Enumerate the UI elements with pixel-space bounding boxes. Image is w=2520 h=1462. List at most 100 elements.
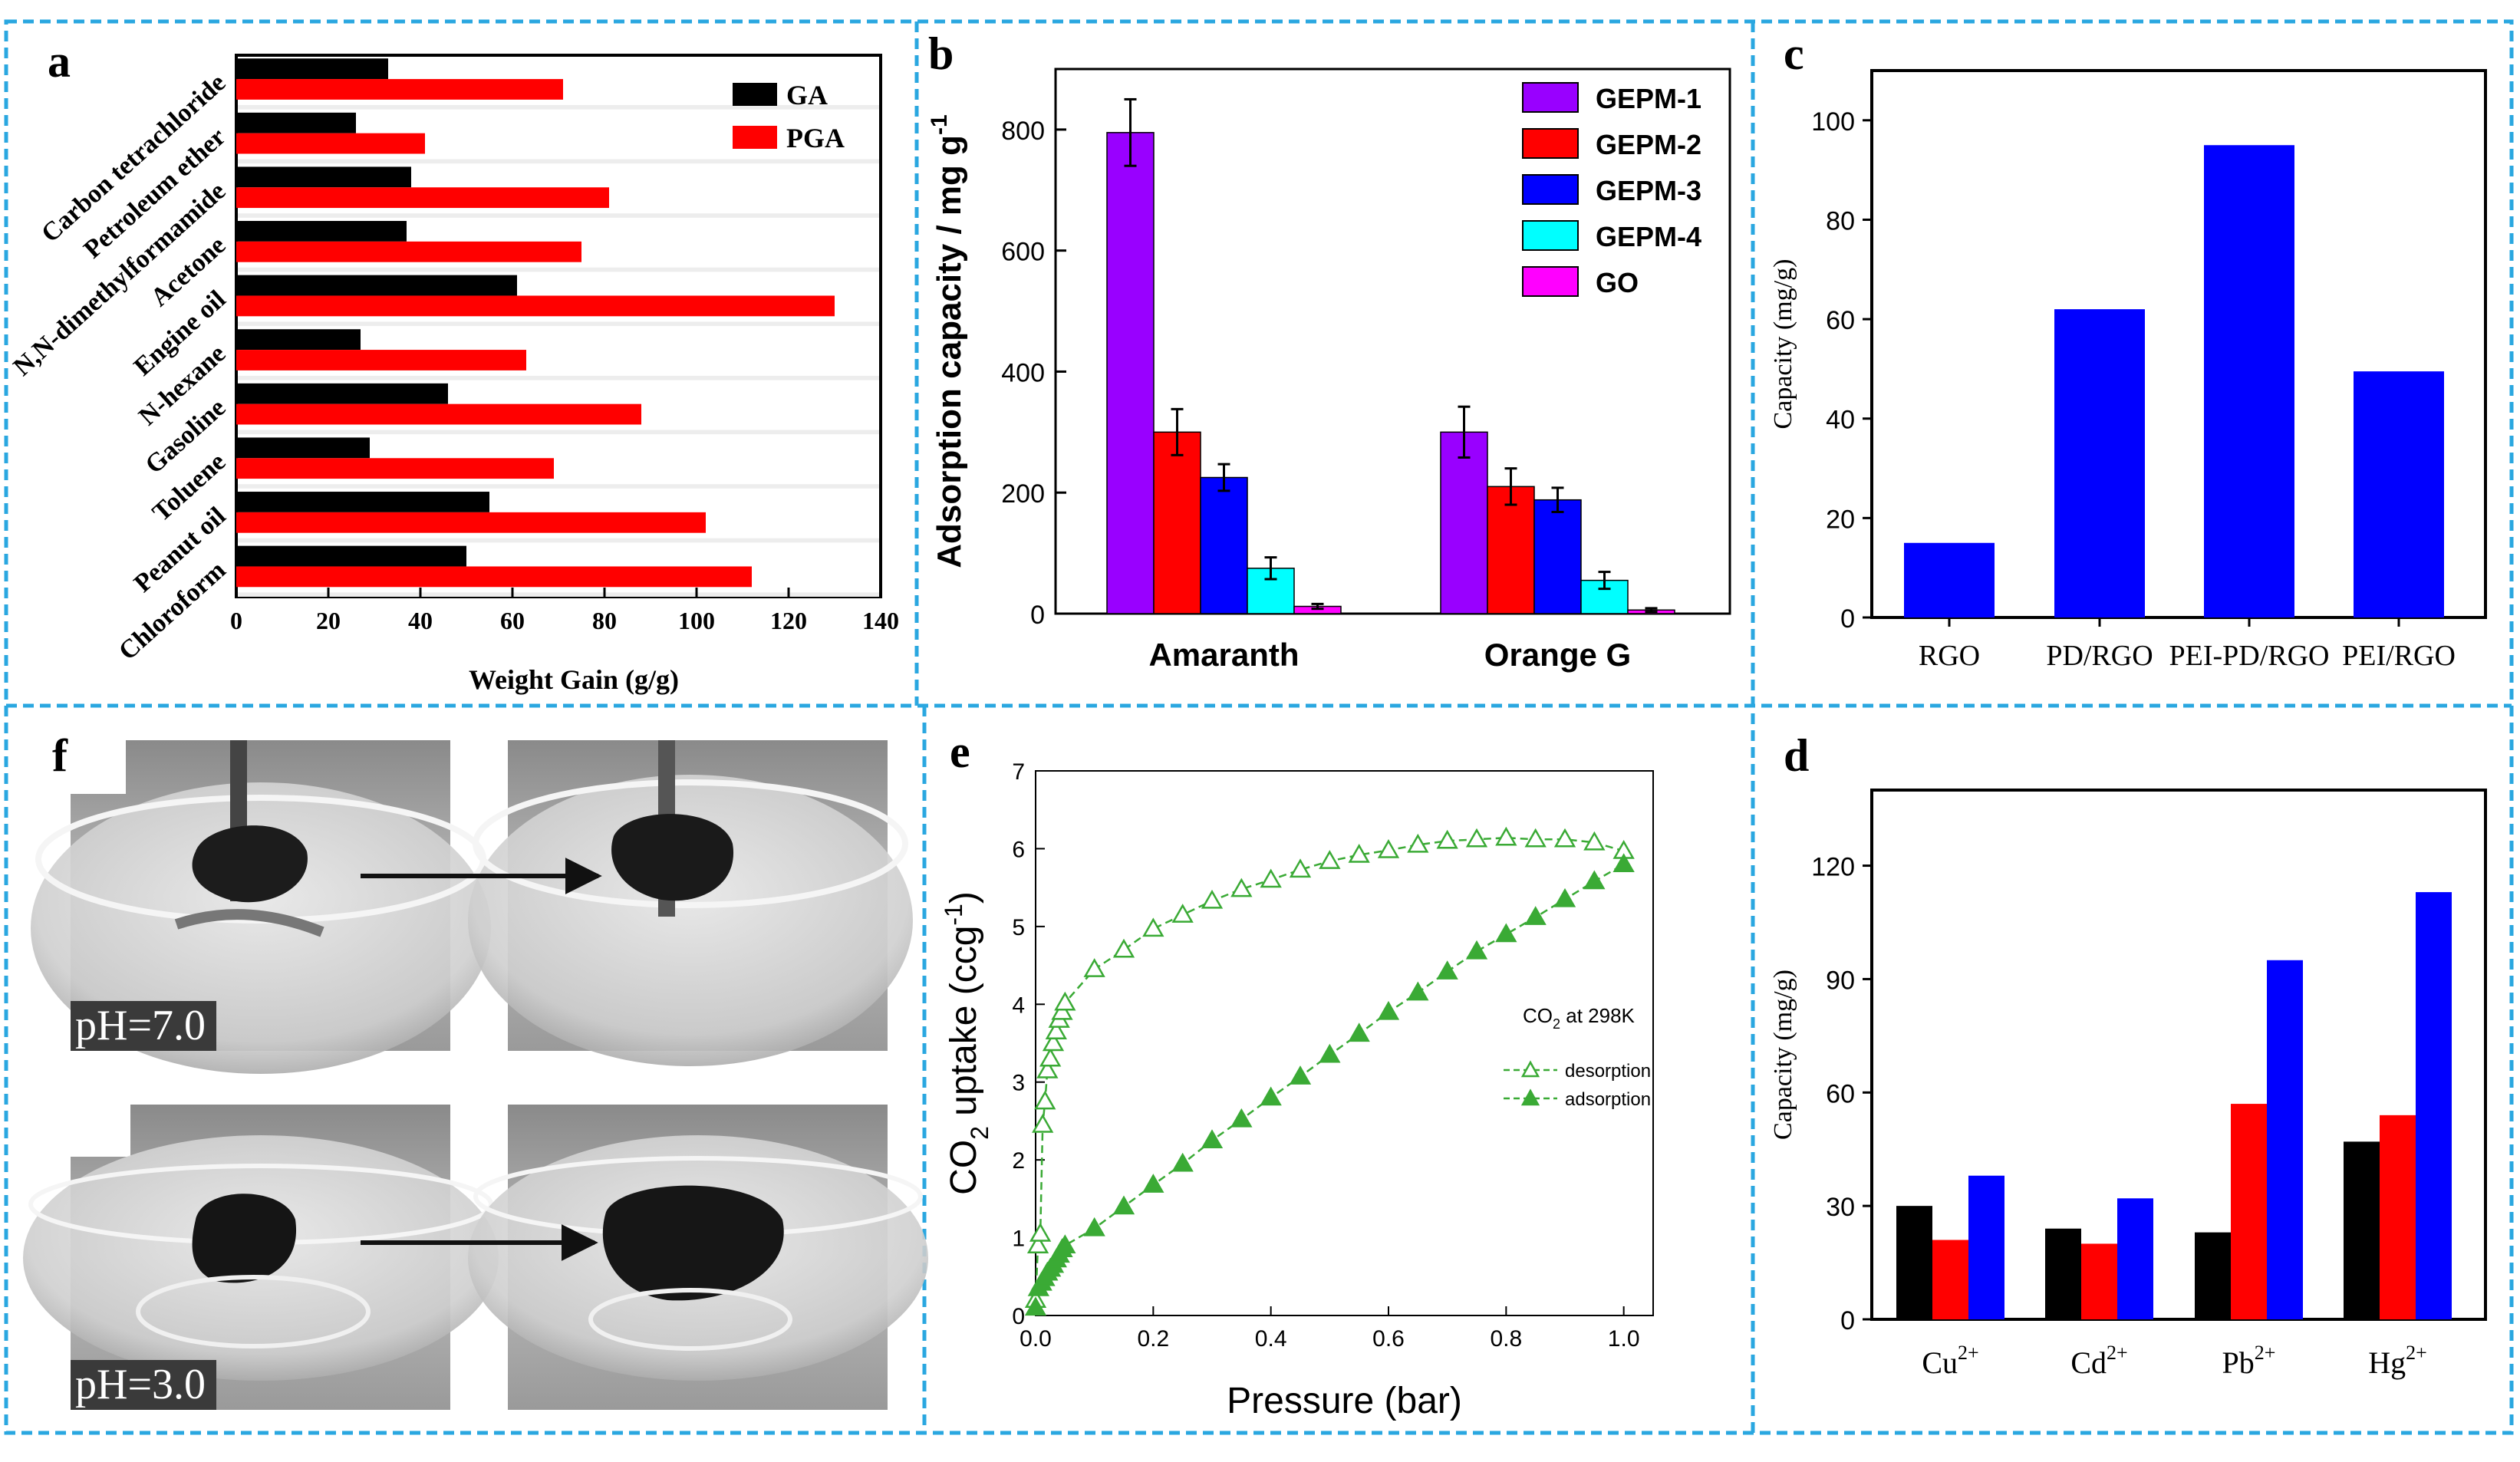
y-tick-label: 60 <box>1826 1079 1855 1108</box>
panel-letter-c: c <box>1784 28 1804 79</box>
bar-ga <box>236 329 361 351</box>
data-point-adsorption <box>1260 1086 1282 1106</box>
y-tick-label: 90 <box>1826 966 1855 995</box>
data-point-adsorption <box>1436 960 1458 980</box>
panel-letter-f: f <box>52 730 68 781</box>
y-tick-label: 200 <box>1001 479 1045 509</box>
bar-pga <box>236 350 526 370</box>
data-point-adsorption <box>1553 887 1576 907</box>
data-point-desorption <box>1495 826 1517 846</box>
legend-swatch-gepm-4 <box>1522 220 1579 251</box>
category-label: PEI/RGO <box>2342 640 2456 672</box>
x-tick-label: 20 <box>316 607 341 634</box>
photo-panel-f: pH=7.0 pH=3.0 <box>23 740 928 1410</box>
x-tick-label: 80 <box>592 607 617 634</box>
data-point-desorption <box>1083 958 1105 977</box>
plot-area-e <box>1035 770 1654 1316</box>
y-tick-label: 40 <box>1826 406 1855 435</box>
row-band <box>238 538 879 543</box>
y-tick-label: 0 <box>1030 601 1045 630</box>
y-axis-label-part: ) <box>944 891 984 904</box>
y-tick-label: 4 <box>1012 993 1025 1018</box>
y-axis-label-exponent: -1 <box>927 114 952 135</box>
data-point-desorption <box>1465 828 1488 848</box>
data-point-adsorption <box>1377 1000 1400 1020</box>
data-point-desorption <box>1032 1113 1054 1133</box>
data-point-adsorption <box>1142 1174 1164 1193</box>
legend-label-go: GO <box>1596 267 1639 298</box>
data-point-desorption <box>1319 850 1341 869</box>
legend-label-gepm-4: GEPM-4 <box>1596 221 1701 252</box>
y-axis-label: Capacity (mg/g) <box>1769 970 1797 1140</box>
data-point-desorption <box>1029 1222 1052 1242</box>
bar-gepm-1 <box>1440 431 1488 614</box>
legend-label-adsorption: adsorption <box>1565 1089 1651 1110</box>
chart-c-capacity: RGO PD/RGO PEI-PD/RGO PEI/RGO 0 20 40 60 80 100 Ca… <box>1769 69 2487 672</box>
category-label: Cu2+ <box>1922 1342 1978 1380</box>
frame-outer <box>4 19 2514 1435</box>
y-axis-label-part: -1 <box>940 904 967 925</box>
category-label: PEI-PD/RGO <box>2169 640 2329 672</box>
legend-swatch-gepm-3 <box>1522 174 1579 205</box>
plot-area-b <box>1054 68 1731 615</box>
x-tick-label: 0.4 <box>1255 1326 1287 1352</box>
bar <box>2354 371 2444 617</box>
photo-ph7-after <box>468 740 913 1066</box>
bar-series1 <box>2344 1141 2380 1319</box>
chart-b-adsorption: Amaranth Orange G 0 200 400 600 800 Adsorption … <box>927 68 1731 673</box>
y-tick-label: 2 <box>1012 1148 1025 1174</box>
legend-label-ga: GA <box>786 80 828 110</box>
y-axis-label-part: 2 <box>966 1126 993 1140</box>
bar-series3 <box>1968 1175 2004 1319</box>
y-tick-label: 600 <box>1001 238 1045 267</box>
x-tick-label: 0 <box>230 607 242 634</box>
bar-gepm-3 <box>1200 476 1248 614</box>
data-point-adsorption <box>1495 923 1517 943</box>
data-point-adsorption <box>1024 1296 1047 1316</box>
data-point-adsorption <box>1612 853 1635 872</box>
legend-label-gepm-3: GEPM-3 <box>1596 175 1701 206</box>
bar-pga <box>236 403 641 425</box>
x-tick-label: 1.0 <box>1608 1326 1640 1352</box>
data-point-desorption <box>1377 838 1400 858</box>
data-point-desorption <box>1051 1000 1073 1020</box>
legend-label-pga: PGA <box>786 123 845 153</box>
chart-e-co2-uptake: 0.0 0.2 0.4 0.6 0.8 1.0 0 1 2 3 4 5 6 7 Pressure (bar)… <box>940 759 1654 1421</box>
bar-series3 <box>2267 960 2303 1319</box>
data-point-adsorption <box>1230 1108 1253 1128</box>
y-tick-label: 5 <box>1012 915 1025 940</box>
bar-pga <box>236 512 706 533</box>
category-label: Orange G <box>1484 637 1631 673</box>
bar-gepm-1 <box>1106 132 1155 614</box>
row-band <box>238 592 879 597</box>
data-point-desorption <box>1524 828 1547 848</box>
y-tick-label: 800 <box>1001 117 1045 146</box>
data-point-adsorption <box>1319 1043 1341 1063</box>
x-tick-label: 60 <box>500 607 525 634</box>
y-tick-label: 6 <box>1012 837 1025 862</box>
legend-marker-adsorption <box>1520 1088 1540 1106</box>
x-tick-label: 0.0 <box>1020 1326 1052 1352</box>
data-point-adsorption <box>1054 1234 1076 1253</box>
bar-series1 <box>2195 1232 2231 1319</box>
caption-ph7: pH=7.0 <box>75 1002 206 1049</box>
data-point-desorption <box>1230 878 1253 897</box>
bar-pga <box>236 241 581 262</box>
photo-ph3-after <box>468 1105 928 1410</box>
y-tick-label: 80 <box>1826 206 1855 235</box>
row-band <box>238 267 879 272</box>
data-point-desorption <box>1348 844 1370 863</box>
data-point-desorption <box>1042 1032 1065 1052</box>
y-tick-label: 1 <box>1012 1227 1025 1252</box>
data-point-adsorption <box>1348 1022 1370 1042</box>
data-point-desorption <box>1112 938 1135 958</box>
bar-ga <box>236 166 411 188</box>
bar-ga <box>236 492 489 512</box>
bar-pga <box>236 566 752 588</box>
data-point-adsorption <box>1112 1195 1135 1215</box>
y-axis-label: Capacity (mg/g) <box>1769 259 1797 430</box>
plot-area-c <box>1870 69 2487 619</box>
bar-pga <box>236 295 835 317</box>
chart-d-heavy-metal-capacity: Cu2+ Cd2+ Pb2+ Hg2+ 0 30 60 90 120 Capacity (mg/g… <box>1769 789 2487 1380</box>
